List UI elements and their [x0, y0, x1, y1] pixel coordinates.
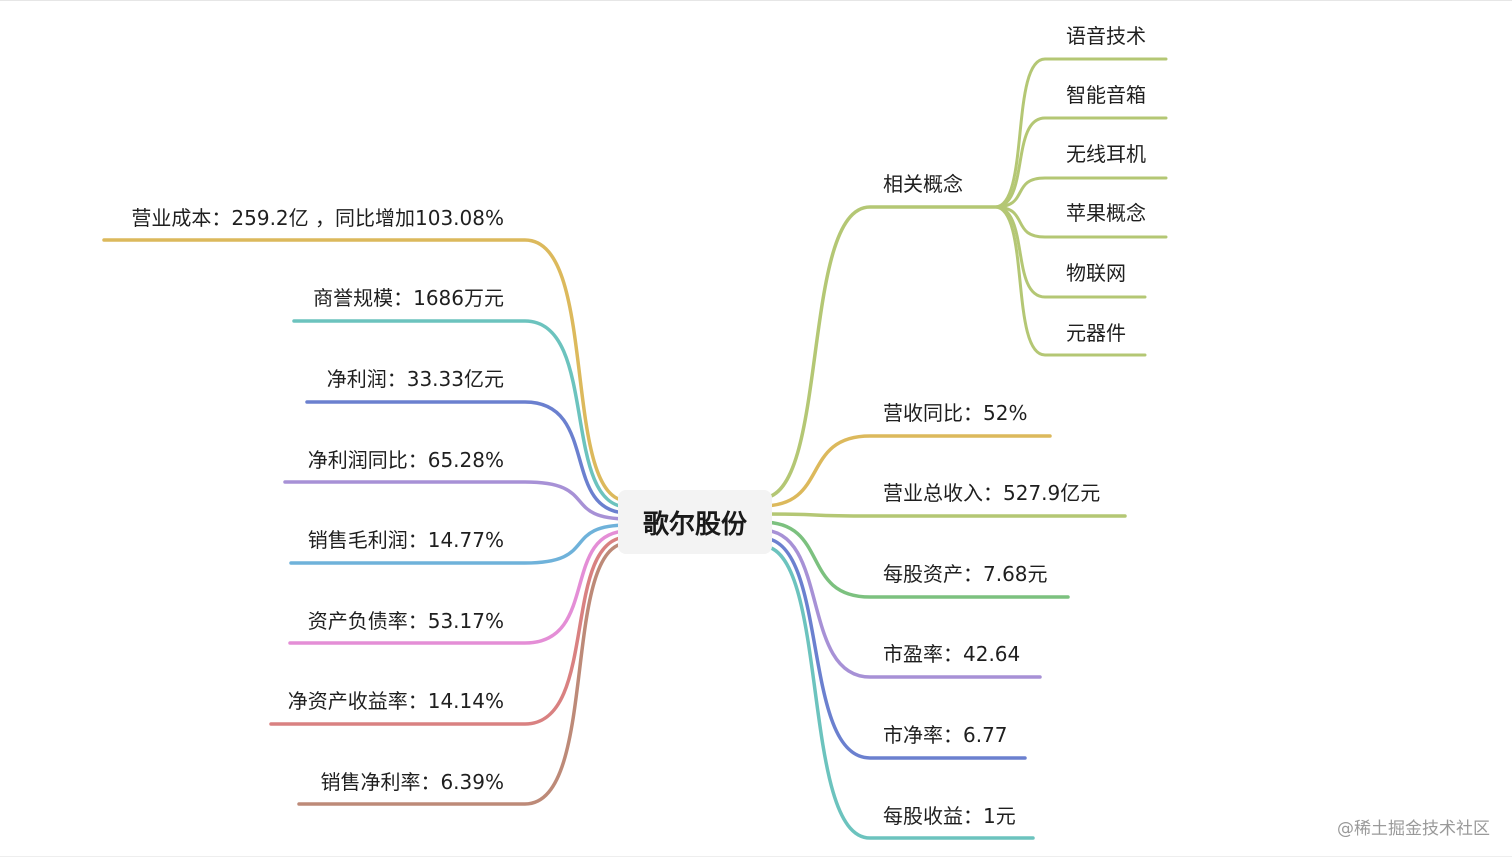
- left-branch-link: [297, 541, 630, 806]
- right-branch-link: [760, 434, 1052, 508]
- right-node-label[interactable]: 营业总收入：527.9亿元: [883, 481, 1101, 505]
- concept-child-link: [993, 205, 1168, 239]
- left-node-label[interactable]: 商誉规模：1686万元: [313, 286, 504, 310]
- left-node-label[interactable]: 净利润同比：65.28%: [307, 448, 504, 472]
- concept-child-label[interactable]: 元器件: [1066, 321, 1126, 345]
- top-border: [0, 0, 1512, 1]
- left-branch-link: [289, 523, 630, 565]
- concept-child-label[interactable]: 智能音箱: [1066, 83, 1146, 107]
- right-node-label[interactable]: 每股收益：1元: [883, 804, 1016, 828]
- concept-child-link: [993, 116, 1168, 209]
- concept-child-link: [993, 57, 1168, 209]
- right-branch-link: [760, 520, 1070, 599]
- right-branch-link: [760, 528, 1042, 679]
- right-branch-link: [760, 205, 997, 500]
- left-node-label[interactable]: 净资产收益率：14.14%: [287, 689, 504, 713]
- left-node-label[interactable]: 净利润：33.33亿元: [326, 367, 504, 391]
- right-branch-link: [760, 536, 1027, 760]
- left-branch-link: [305, 400, 630, 515]
- left-branch-link: [283, 480, 630, 521]
- concept-child-link: [993, 176, 1168, 209]
- right-branch-link: [760, 544, 1035, 840]
- left-node-label[interactable]: 营业成本：259.2亿 ，同比增加103.08%: [131, 206, 504, 230]
- left-branch-link: [102, 238, 630, 503]
- root-node[interactable]: 歌尔股份: [618, 490, 772, 554]
- left-branch-link: [269, 535, 630, 726]
- concept-child-label[interactable]: 苹果概念: [1066, 201, 1146, 225]
- concept-child-label[interactable]: 无线耳机: [1066, 142, 1146, 166]
- concept-child-link: [993, 205, 1147, 357]
- concept-child-label[interactable]: 物联网: [1066, 261, 1126, 285]
- right-node-label-concepts[interactable]: 相关概念: [883, 172, 963, 196]
- right-node-label[interactable]: 市盈率：42.64: [883, 642, 1021, 666]
- right-branch-link: [760, 512, 1127, 518]
- right-node-label[interactable]: 市净率：6.77: [883, 723, 1008, 747]
- watermark: @稀土掘金技术社区: [1337, 819, 1490, 839]
- left-branch-link: [292, 319, 630, 509]
- left-node-label[interactable]: 销售毛利润：14.77%: [307, 528, 504, 552]
- left-branch-link: [288, 529, 630, 645]
- left-node-label[interactable]: 销售净利率：6.39%: [320, 770, 504, 794]
- left-node-label[interactable]: 资产负债率：53.17%: [307, 609, 504, 633]
- bottom-border: [0, 856, 1512, 857]
- right-node-label[interactable]: 营收同比：52%: [883, 401, 1028, 425]
- right-node-label[interactable]: 每股资产：7.68元: [883, 562, 1048, 586]
- concept-child-label[interactable]: 语音技术: [1066, 24, 1146, 48]
- root-node-label: 歌尔股份: [642, 509, 747, 540]
